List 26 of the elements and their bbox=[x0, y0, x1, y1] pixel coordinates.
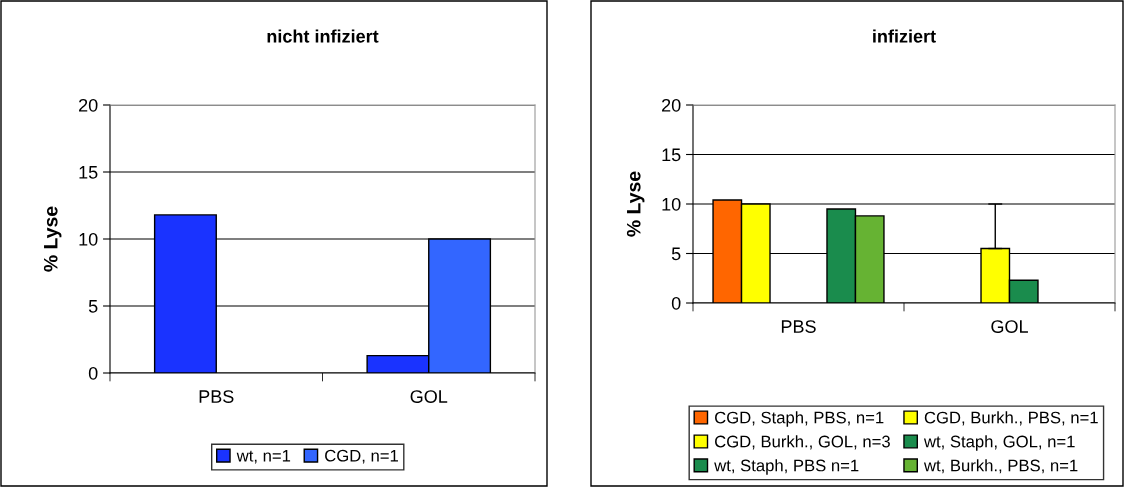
x-tick-label: GOL bbox=[410, 390, 448, 403]
legend-label: wt, Staph, PBS n=1 bbox=[714, 459, 859, 475]
x-tick-label: GOL bbox=[991, 320, 1028, 333]
y-tick-label: 20 bbox=[662, 98, 681, 112]
x-tick-label: PBS bbox=[781, 320, 816, 333]
y-tick-label: 0 bbox=[671, 296, 681, 310]
y-tick-label: 10 bbox=[662, 197, 681, 211]
y-axis-title: % Lyse bbox=[43, 206, 62, 272]
y-tick-label: 20 bbox=[79, 98, 98, 112]
chart-title: nicht infiziert bbox=[267, 29, 379, 43]
y-axis-title: % Lyse bbox=[626, 171, 645, 237]
chart-title: infiziert bbox=[873, 29, 936, 43]
y-tick-label: 10 bbox=[79, 232, 98, 246]
y-tick-label: 15 bbox=[79, 166, 98, 179]
legend-label: CGD, n=1 bbox=[325, 449, 398, 464]
x-tick-label: PBS bbox=[199, 390, 234, 403]
y-tick-label: 0 bbox=[88, 366, 98, 380]
legend-label: CGD, Burkh., PBS, n=1 bbox=[924, 411, 1098, 426]
y-tick-label: 15 bbox=[662, 148, 681, 162]
legend-label: CGD, Staph, PBS, n=1 bbox=[715, 411, 884, 427]
y-tick-label: 5 bbox=[671, 247, 681, 261]
legend-label: wt, Burkh., PBS, n=1 bbox=[923, 459, 1078, 474]
legend-label: wt, n=1 bbox=[236, 449, 291, 464]
y-tick-label: 5 bbox=[88, 300, 98, 313]
legend-label: CGD, Burkh., GOL, n=3 bbox=[715, 435, 890, 450]
legend-label: wt, Staph, GOL, n=1 bbox=[923, 435, 1075, 451]
